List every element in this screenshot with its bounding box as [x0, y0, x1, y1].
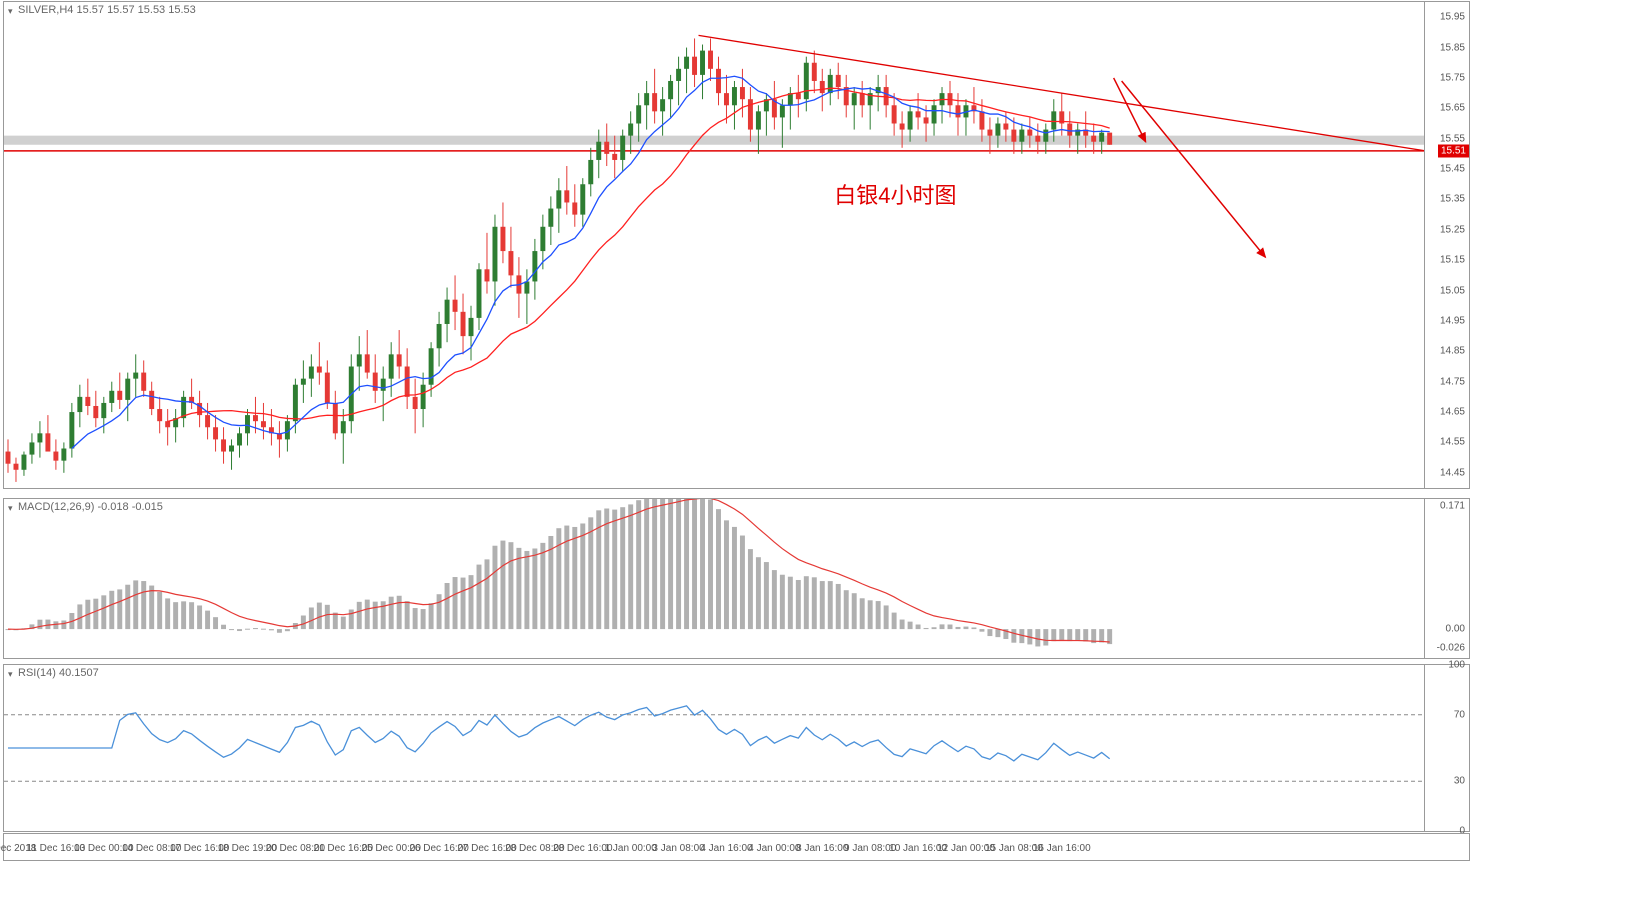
- y-tick-label: 30: [1454, 776, 1465, 787]
- y-tick-label: 15.15: [1440, 255, 1465, 266]
- y-tick-label: 14.65: [1440, 407, 1465, 418]
- macd-plot[interactable]: [4, 499, 1425, 658]
- y-tick-label: 15.85: [1440, 42, 1465, 53]
- y-tick-label: 0.00: [1446, 624, 1465, 635]
- y-tick-label: 14.85: [1440, 346, 1465, 357]
- collapse-icon[interactable]: ▾: [8, 669, 13, 680]
- y-tick-label: 70: [1454, 709, 1465, 720]
- y-tick-label: 15.95: [1440, 12, 1465, 23]
- rsi-panel-title: RSI(14) 40.1507: [18, 667, 99, 679]
- x-tick-label: 16 Jan 16:00: [1033, 843, 1091, 854]
- x-tick-label: 1 Jan 00:00: [605, 843, 657, 854]
- x-tick-label: 8 Jan 16:00: [796, 843, 848, 854]
- rsi-plot[interactable]: [4, 665, 1425, 831]
- y-tick-label: 15.55: [1440, 133, 1465, 144]
- y-tick-label: 0.171: [1440, 500, 1465, 511]
- y-tick-label: 14.45: [1440, 467, 1465, 478]
- y-tick-label: 15.35: [1440, 194, 1465, 205]
- collapse-icon[interactable]: ▾: [8, 6, 13, 17]
- rsi-y-axis: 03070100: [1424, 665, 1469, 831]
- y-tick-label: -0.026: [1437, 642, 1465, 653]
- rsi-panel[interactable]: ▾ RSI(14) 40.1507 03070100: [3, 664, 1470, 832]
- y-tick-label: 15.65: [1440, 103, 1465, 114]
- x-tick-label: 4 Jan 16:00: [700, 843, 752, 854]
- price-y-axis: 14.45 14.55 14.65 14.75 14.85 14.95 15.05 15.15…: [1424, 2, 1469, 488]
- time-axis: 10 Dec 201811 Dec 16:0013 Dec 00:0014 De…: [3, 833, 1470, 861]
- x-tick-label: 4 Jan 00:00: [748, 843, 800, 854]
- y-tick-label: 14.55: [1440, 437, 1465, 448]
- collapse-icon[interactable]: ▾: [8, 503, 13, 514]
- macd-y-axis: -0.026 0.00 0.171: [1424, 499, 1469, 658]
- chart-container: ▾ SILVER,H4 15.57 15.57 15.53 15.53 14.4…: [0, 0, 1631, 922]
- price-panel-title: SILVER,H4 15.57 15.57 15.53 15.53: [18, 4, 196, 16]
- chart-annotation: 白银4小时图: [834, 178, 956, 210]
- y-tick-label: 100: [1448, 660, 1465, 671]
- y-tick-label: 15.75: [1440, 72, 1465, 83]
- y-tick-label: 15.05: [1440, 285, 1465, 296]
- macd-panel[interactable]: ▾ MACD(12,26,9) -0.018 -0.015 -0.026 0.00…: [3, 498, 1470, 659]
- y-tick-label: 15.25: [1440, 224, 1465, 235]
- y-tick-label: 14.75: [1440, 376, 1465, 387]
- macd-panel-title: MACD(12,26,9) -0.018 -0.015: [18, 501, 163, 513]
- y-tick-label: 14.95: [1440, 315, 1465, 326]
- y-tick-label: 15.45: [1440, 164, 1465, 175]
- price-plot[interactable]: [4, 2, 1425, 488]
- x-tick-label: 3 Jan 08:00: [652, 843, 704, 854]
- current-price-tag: 15.51: [1438, 144, 1469, 157]
- price-panel[interactable]: ▾ SILVER,H4 15.57 15.57 15.53 15.53 14.4…: [3, 1, 1470, 489]
